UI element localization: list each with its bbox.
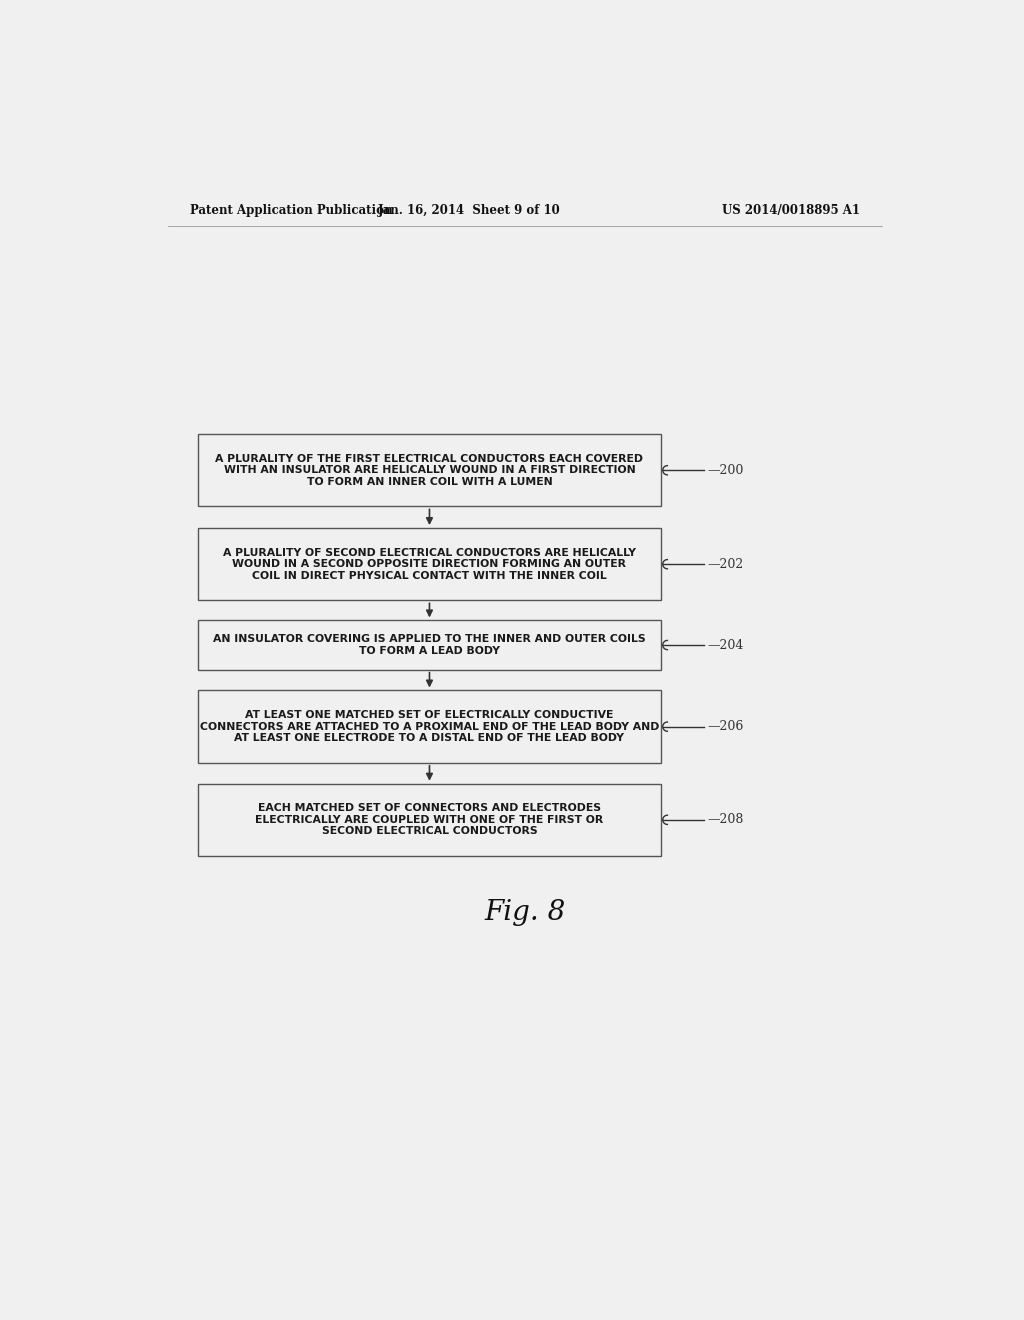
Text: —204: —204	[708, 639, 744, 652]
Text: Patent Application Publication: Patent Application Publication	[190, 205, 392, 218]
Text: —200: —200	[708, 463, 744, 477]
Bar	[198, 434, 662, 507]
Text: AN INSULATOR COVERING IS APPLIED TO THE INNER AND OUTER COILS
TO FORM A LEAD BOD: AN INSULATOR COVERING IS APPLIED TO THE …	[213, 634, 646, 656]
Text: A PLURALITY OF THE FIRST ELECTRICAL CONDUCTORS EACH COVERED
WITH AN INSULATOR AR: A PLURALITY OF THE FIRST ELECTRICAL COND…	[215, 454, 643, 487]
Text: Jan. 16, 2014  Sheet 9 of 10: Jan. 16, 2014 Sheet 9 of 10	[378, 205, 560, 218]
Text: A PLURALITY OF SECOND ELECTRICAL CONDUCTORS ARE HELICALLY
WOUND IN A SECOND OPPO: A PLURALITY OF SECOND ELECTRICAL CONDUCT…	[223, 548, 636, 581]
Text: —208: —208	[708, 813, 744, 826]
Bar	[198, 528, 662, 601]
Text: —202: —202	[708, 557, 744, 570]
Text: US 2014/0018895 A1: US 2014/0018895 A1	[722, 205, 859, 218]
Bar	[198, 620, 662, 669]
Text: Fig. 8: Fig. 8	[484, 899, 565, 927]
Text: —206: —206	[708, 721, 744, 733]
Text: EACH MATCHED SET OF CONNECTORS AND ELECTRODES
ELECTRICALLY ARE COUPLED WITH ONE : EACH MATCHED SET OF CONNECTORS AND ELECT…	[255, 804, 603, 837]
Text: AT LEAST ONE MATCHED SET OF ELECTRICALLY CONDUCTIVE
CONNECTORS ARE ATTACHED TO A: AT LEAST ONE MATCHED SET OF ELECTRICALLY…	[200, 710, 659, 743]
Bar	[198, 784, 662, 855]
Bar	[198, 690, 662, 763]
